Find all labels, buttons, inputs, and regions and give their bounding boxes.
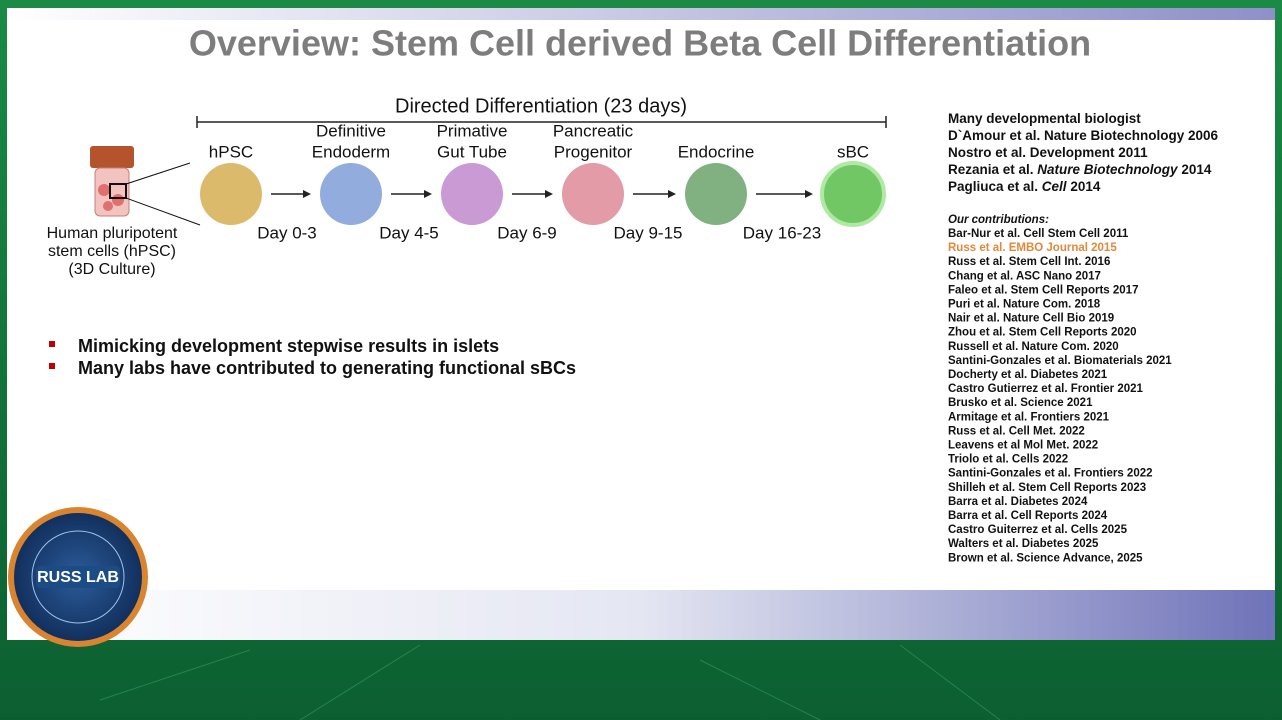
slide [7, 8, 1275, 640]
contribution: Castro Guiterrez et al. Cells 2025 [948, 524, 1128, 536]
bracket-label: Directed Differentiation (23 days) [395, 95, 687, 117]
key-reference: Many developmental biologist [948, 111, 1141, 126]
bracket [196, 116, 887, 128]
reference-part: Many developmental biologist [948, 111, 1141, 126]
title: Overview: Stem Cell derived Beta Cell Di… [189, 23, 1091, 64]
arrow-head [668, 190, 676, 198]
contributions-heading: Our contributions: [948, 214, 1049, 226]
bullet-marker [49, 341, 55, 347]
stage-label: sBC [837, 142, 869, 161]
key-reference: Rezania et al. Nature Biotechnology 2014 [948, 162, 1212, 177]
contribution: Faleo et al. Stem Cell Reports 2017 [948, 284, 1138, 296]
bullet: Many labs have contributed to generating… [78, 358, 576, 378]
day-label: Day 6-9 [497, 223, 557, 242]
stage-label: Endoderm [312, 142, 390, 161]
stage-cell [441, 163, 503, 225]
key-reference: D`Amour et al. Nature Biotechnology 2006 [948, 128, 1219, 143]
source-label: (3D Culture) [68, 261, 155, 278]
reference-part: 2014 [1067, 179, 1101, 194]
contribution: Santini-Gonzales et al. Biomaterials 202… [948, 355, 1172, 367]
arrow-head [545, 190, 553, 198]
stage-cell [200, 163, 262, 225]
contribution: Brusko et al. Science 2021 [948, 397, 1093, 409]
contribution: Bar-Nur et al. Cell Stem Cell 2011 [948, 228, 1129, 240]
bullets: Mimicking development stepwise results i… [49, 336, 576, 378]
stage-cell [685, 163, 747, 225]
contribution: Castro Gutierrez et al. Frontier 2021 [948, 383, 1144, 395]
stage-cell [820, 161, 886, 227]
top-band [7, 8, 1275, 20]
stage-label: Progenitor [554, 142, 633, 161]
reference-part: Rezania et al. [948, 162, 1037, 177]
contribution: Barra et al. Cell Reports 2024 [948, 510, 1108, 522]
contribution: Russell et al. Nature Com. 2020 [948, 341, 1119, 353]
stage-label: Pancreatic [553, 121, 634, 140]
source-label: stem cells (hPSC) [48, 243, 176, 260]
contribution: Leavens et al Mol Met. 2022 [948, 440, 1098, 452]
contribution: Shilleh et al. Stem Cell Reports 2023 [948, 482, 1146, 494]
arrow-head [805, 190, 813, 198]
contribution: Nair et al. Nature Cell Bio 2019 [948, 313, 1114, 325]
stage-label: hPSC [209, 142, 253, 161]
day-label: Day 16-23 [743, 223, 821, 242]
contribution: Zhou et al. Stem Cell Reports 2020 [948, 327, 1137, 339]
key-reference: Pagliuca et al. Cell 2014 [948, 179, 1101, 194]
contribution: Puri et al. Nature Com. 2018 [948, 299, 1101, 311]
stage-label: Gut Tube [437, 142, 507, 161]
pattern [99, 644, 1001, 720]
bullet-marker [49, 363, 55, 369]
contribution: Docherty et al. Diabetes 2021 [948, 369, 1108, 381]
contribution: Russ et al. Cell Met. 2022 [948, 425, 1085, 437]
bottom-band [7, 590, 1275, 640]
reference-part: D`Amour et al. Nature Biotechnology 2006 [948, 128, 1219, 143]
contribution: Armitage et al. Frontiers 2021 [948, 411, 1110, 423]
stage-label: Endocrine [678, 142, 755, 161]
contribution: Russ et al. EMBO Journal 2015 [948, 242, 1117, 254]
stage-cell [562, 163, 624, 225]
stage-label: Primative [437, 121, 508, 140]
day-label: Day 4-5 [379, 223, 439, 242]
contribution: Brown et al. Science Advance, 2025 [948, 552, 1143, 564]
stage-label: Definitive [316, 121, 386, 140]
contribution: Chang et al. ASC Nano 2017 [948, 270, 1101, 282]
arrow-head [303, 190, 311, 198]
contribution: Barra et al. Diabetes 2024 [948, 496, 1088, 508]
day-label: Day 0-3 [257, 223, 317, 242]
arrow-head [424, 190, 432, 198]
source-label: Human pluripotent [47, 225, 178, 242]
logo: RUSS LAB [8, 507, 148, 647]
reference-part: Nostro et al. Development 2011 [948, 145, 1148, 160]
bullet: Mimicking development stepwise results i… [78, 336, 499, 356]
day-label: Day 9-15 [614, 223, 683, 242]
reference-part: Pagliuca et al. [948, 179, 1042, 194]
reference-part: Nature Biotechnology [1037, 162, 1179, 177]
reference-part: 2014 [1178, 162, 1212, 177]
contribution: Russ et al. Stem Cell Int. 2016 [948, 256, 1110, 268]
key-reference: Nostro et al. Development 2011 [948, 145, 1148, 160]
reference-part: Cell [1042, 179, 1067, 194]
contribution: Walters et al. Diabetes 2025 [948, 538, 1099, 550]
stage-cell [320, 163, 382, 225]
contribution: Santini-Gonzales et al. Frontiers 2022 [948, 468, 1153, 480]
logo-text: RUSS LAB [37, 569, 119, 586]
flask [90, 146, 201, 226]
contribution: Triolo et al. Cells 2022 [948, 454, 1068, 466]
